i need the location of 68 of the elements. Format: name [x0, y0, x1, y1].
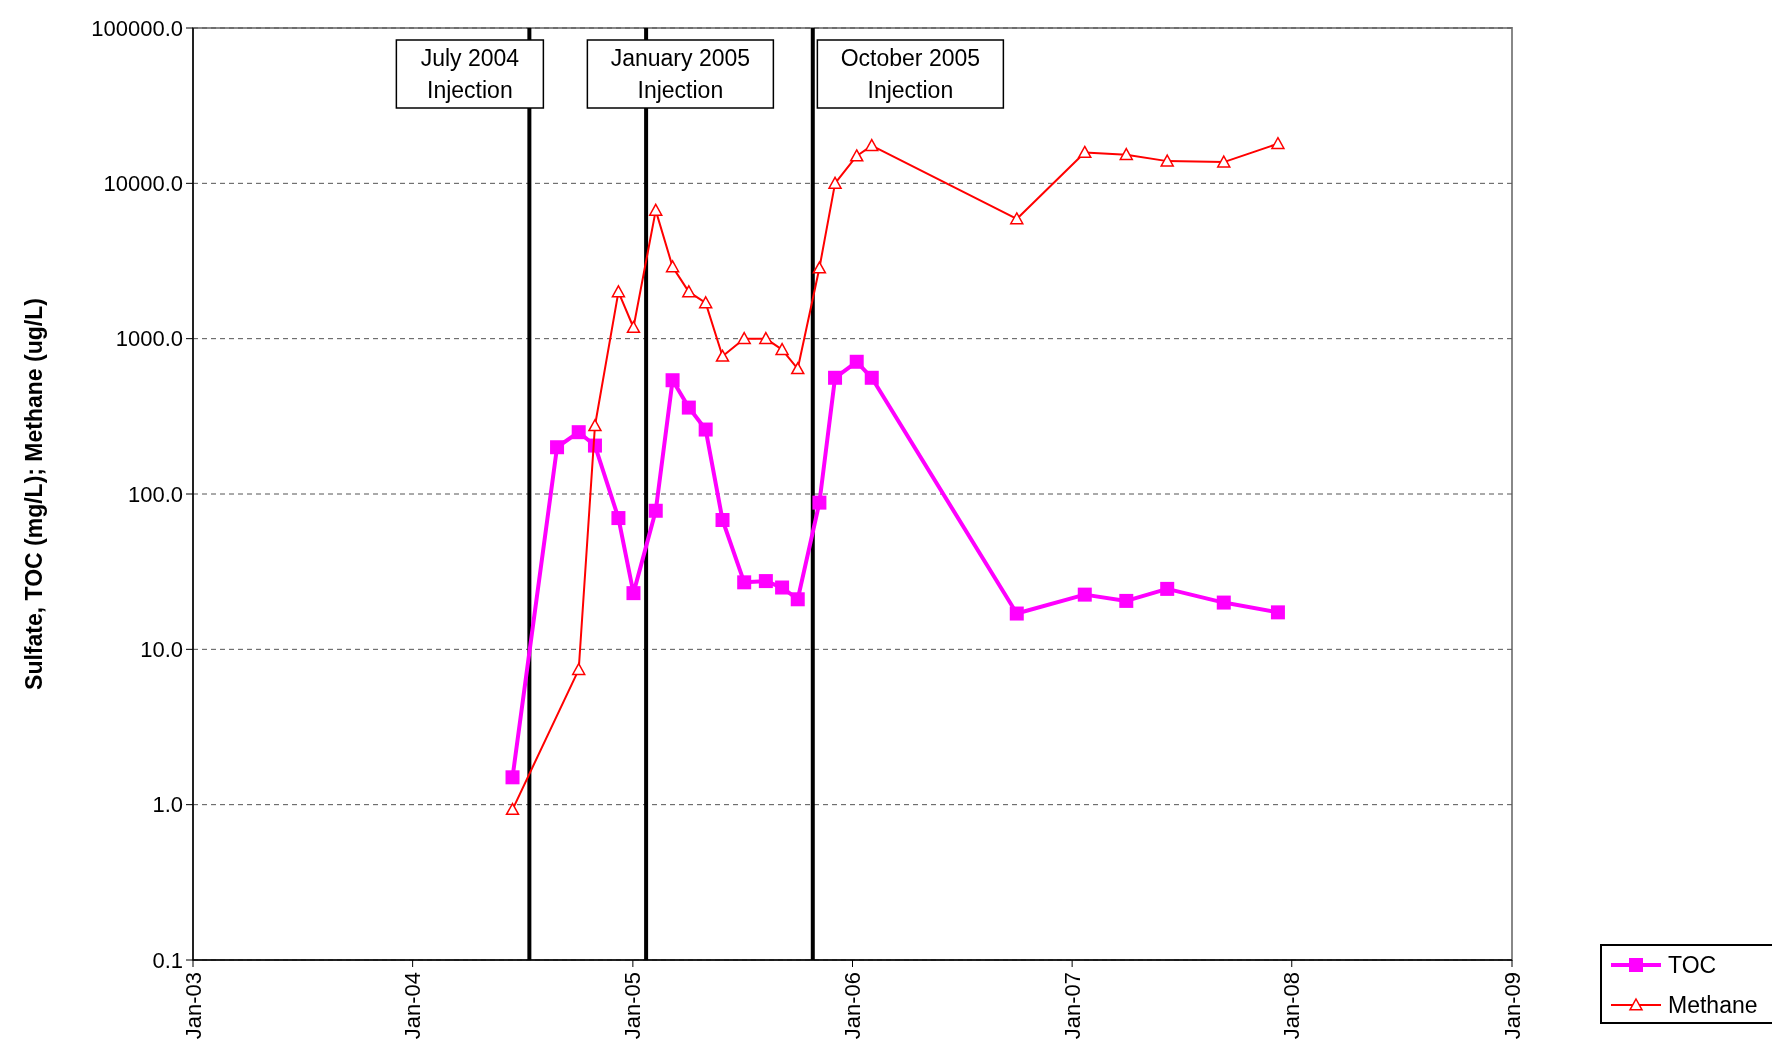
point — [550, 440, 565, 455]
point — [1119, 147, 1134, 161]
point — [849, 149, 864, 162]
point — [790, 592, 805, 607]
point — [865, 138, 879, 152]
x-tick-label: Jan-04 — [400, 972, 426, 1040]
point — [828, 370, 843, 385]
ref-line-label: October 2005 Injection — [840, 45, 981, 103]
point — [626, 586, 641, 601]
x-tick-label: Jan-08 — [1279, 972, 1305, 1040]
point — [775, 580, 790, 595]
point — [737, 575, 752, 590]
point — [849, 354, 864, 369]
point — [571, 425, 586, 440]
point — [1009, 606, 1024, 621]
point — [648, 503, 663, 518]
y-tick-label: 10000.0 — [103, 170, 183, 196]
x-tick-label: Jan-06 — [840, 972, 865, 1040]
point — [1216, 595, 1231, 610]
point — [681, 400, 696, 415]
point — [1077, 587, 1092, 602]
point — [790, 362, 805, 375]
legend-label: Methane — [1668, 992, 1758, 1018]
point — [698, 422, 713, 437]
y-axis-title: Sulfate, TOC (mg/L); Methane (ug/L) — [21, 298, 47, 690]
point — [715, 513, 730, 528]
point — [812, 495, 827, 510]
point — [665, 373, 680, 388]
point — [759, 331, 773, 345]
point — [626, 320, 641, 334]
point — [1217, 155, 1231, 168]
point — [775, 342, 789, 356]
point — [864, 370, 879, 385]
ref-line-label: January 2005 Injection — [610, 45, 751, 103]
x-tick-label: Jan-09 — [1499, 972, 1525, 1040]
y-tick-label: 0.1 — [152, 947, 183, 973]
point — [1160, 581, 1175, 596]
y-tick-label: 10.0 — [140, 636, 183, 662]
legend-label: TOC — [1668, 952, 1717, 978]
point — [1010, 212, 1024, 225]
x-tick-label: Jan-03 — [180, 972, 206, 1040]
point — [505, 802, 520, 816]
x-tick-label: Jan-07 — [1059, 972, 1085, 1040]
point — [571, 662, 586, 676]
point — [715, 349, 730, 362]
point — [698, 296, 713, 309]
y-tick-label: 100000.0 — [91, 15, 183, 41]
ref-line-label: July 2004 Injection — [420, 45, 520, 103]
point — [758, 574, 773, 589]
point — [611, 285, 626, 298]
y-tick-label: 100.0 — [127, 481, 183, 507]
point — [505, 770, 520, 785]
x-tick-label: Jan-05 — [620, 972, 646, 1040]
point — [588, 419, 602, 432]
point — [828, 176, 842, 189]
y-tick-label: 1.0 — [152, 792, 183, 818]
point — [611, 511, 626, 526]
point — [682, 285, 696, 298]
point — [1271, 136, 1285, 150]
point — [648, 203, 663, 216]
point — [1270, 605, 1285, 620]
point — [1160, 154, 1174, 167]
point — [812, 261, 827, 274]
point — [665, 260, 680, 273]
point — [1119, 593, 1134, 608]
y-tick-label: 1000.0 — [115, 326, 183, 352]
point — [1078, 145, 1092, 159]
point — [737, 331, 751, 345]
